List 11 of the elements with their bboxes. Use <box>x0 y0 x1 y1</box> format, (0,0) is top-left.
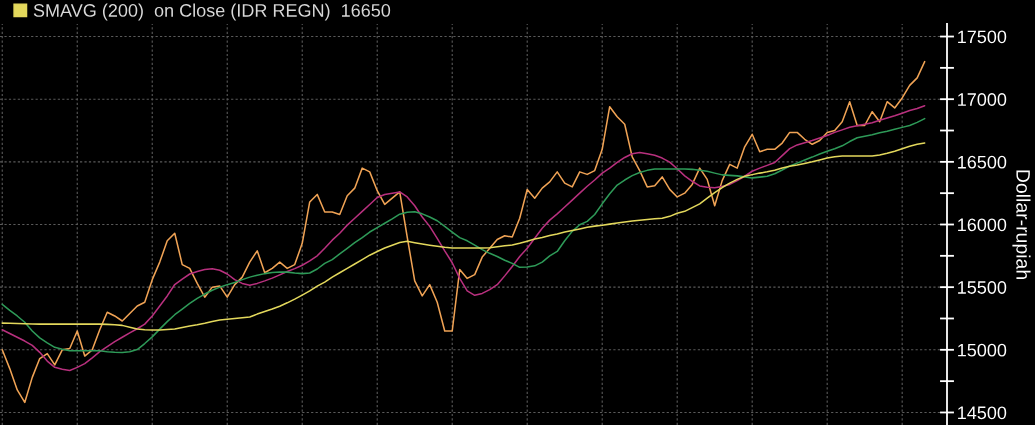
y-tick-label: 16000 <box>958 218 1007 232</box>
y-tick-label: 16500 <box>958 155 1007 169</box>
y-tick-label: 15000 <box>958 343 1007 357</box>
y-tick-label: 17000 <box>958 93 1007 106</box>
legend-label: SMAVG (200) on Close (IDR REGN) 16650 <box>33 3 391 21</box>
line-series <box>1 60 926 404</box>
y-axis-title: Dollar-rupiah <box>1012 170 1031 279</box>
y-tick-label: 14500 <box>958 406 1007 420</box>
y-tick-label: 17500 <box>958 30 1007 44</box>
line-series <box>1 142 926 331</box>
y-tick-label: 15500 <box>958 281 1007 294</box>
